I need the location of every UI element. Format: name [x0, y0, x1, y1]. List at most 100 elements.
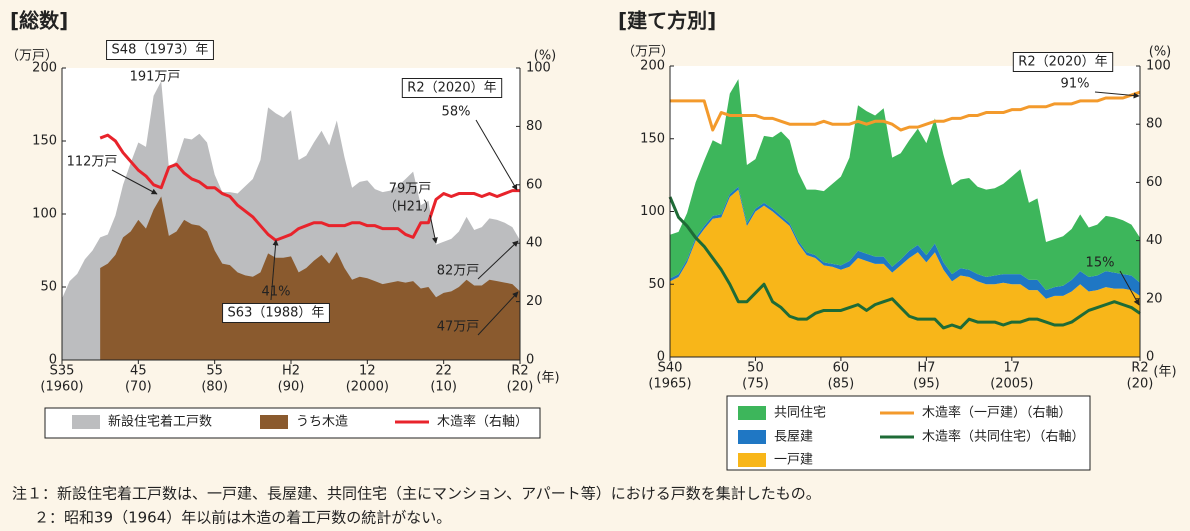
annotation-box [1012, 52, 1114, 72]
y2-tick-label: 100 [526, 61, 551, 76]
legend-label: うち木造 [296, 415, 348, 430]
annotation-box [222, 303, 330, 323]
annotation-arrow [1119, 270, 1140, 306]
annotation: 82万戸 [437, 264, 480, 279]
annotation: 112万戸 [67, 155, 118, 170]
y-axis-unit: （万戸） [622, 45, 674, 60]
y2-tick-label: 40 [526, 236, 543, 251]
x-tick-label: H7 [917, 361, 935, 376]
y-tick-label: 100 [640, 204, 665, 219]
y2-tick-label: 20 [526, 294, 543, 309]
legend-label: 木造率（共同住宅）（右軸） [922, 429, 1085, 445]
y2-tick-label: 100 [1146, 59, 1171, 74]
y-axis-unit: （万戸） [6, 49, 58, 64]
annotation-arrow [111, 169, 158, 195]
area [670, 186, 1140, 299]
annotation-arrow [475, 119, 518, 191]
annotation-box [401, 78, 503, 98]
annotation-box [106, 40, 214, 60]
x-tick-label: S35 [50, 364, 75, 379]
legend-label: 新設住宅着工戸数 [108, 414, 212, 430]
x-tick-label: R2 [511, 364, 528, 379]
legend-swatch [738, 453, 766, 467]
annotation: （H21） [384, 200, 436, 215]
annotation: 58% [442, 105, 471, 120]
y-tick-label: 50 [648, 277, 665, 292]
x-axis-unit: (年) [1153, 365, 1176, 380]
area [100, 196, 521, 360]
x-tick-label: H2 [282, 364, 300, 379]
x-tick-label: 12 [359, 364, 376, 379]
x-tick-sublabel: (70) [125, 380, 152, 395]
x-tick-sublabel: (1960) [40, 380, 83, 395]
annotation: S63（1988）年 [228, 306, 325, 321]
legend-box [726, 395, 1091, 471]
y2-tick-label: 60 [526, 177, 543, 192]
annotation: 79万戸 [389, 182, 432, 197]
annotation: 41% [262, 285, 291, 300]
x-tick-label: 22 [435, 364, 452, 379]
legend-label: 一戸建 [774, 453, 813, 468]
annotation-arrow [477, 291, 519, 336]
y-tick-label: 200 [32, 61, 57, 76]
annotation-arrow [1094, 91, 1140, 99]
y2-tick-label: 0 [526, 353, 534, 368]
x-tick-label: 55 [206, 364, 223, 379]
line [99, 133, 520, 242]
y2-tick-label: 40 [1146, 233, 1163, 248]
legend-swatch [738, 430, 766, 444]
legend-label: 共同住宅 [774, 406, 826, 421]
y-tick-label: 50 [40, 280, 57, 295]
x-tick-sublabel: (2005) [990, 377, 1033, 392]
y-tick-label: 100 [32, 207, 57, 222]
y-tick-label: 0 [49, 353, 57, 368]
x-tick-sublabel: (95) [913, 377, 940, 392]
annotation: S48（1973）年 [112, 43, 209, 58]
x-tick-sublabel: (20) [507, 380, 534, 395]
x-axis-unit: (年) [536, 371, 559, 386]
y-tick-label: 150 [32, 134, 57, 149]
y-tick-label: 150 [640, 131, 665, 146]
legend-box [44, 407, 541, 439]
annotation-arrow [477, 240, 519, 280]
chart-title: [建て方別] [618, 9, 716, 33]
legend-label: 木造率（一戸建）（右軸） [922, 405, 1072, 421]
note: ２：昭和39（1964）年以前は木造の着工戸数の統計がない。 [34, 509, 451, 527]
y2-axis-unit: (%) [534, 49, 557, 64]
x-tick-label: 50 [747, 361, 764, 376]
legend-label: 木造率（右軸） [437, 414, 528, 430]
annotation-arrow [429, 214, 438, 244]
annotation-arrow [270, 239, 279, 301]
x-tick-label: S40 [658, 361, 683, 376]
annotation: 91% [1061, 77, 1090, 92]
y2-tick-label: 80 [526, 119, 543, 134]
legend-swatch [260, 415, 288, 429]
annotation: R2（2020）年 [407, 81, 496, 96]
x-tick-sublabel: (10) [430, 380, 457, 395]
x-tick-label: 17 [1004, 361, 1021, 376]
y2-tick-label: 60 [1146, 175, 1163, 190]
annotation: 191万戸 [130, 70, 181, 85]
annotation: 47万戸 [437, 320, 480, 335]
x-tick-label: R2 [1131, 361, 1148, 376]
chart-title: [総数] [10, 9, 68, 33]
x-tick-sublabel: (2000) [346, 380, 389, 395]
y2-tick-label: 0 [1146, 350, 1154, 365]
x-tick-sublabel: (75) [742, 377, 769, 392]
x-tick-sublabel: (1965) [648, 377, 691, 392]
line [668, 196, 1141, 330]
y2-tick-label: 80 [1146, 117, 1163, 132]
y2-tick-label: 20 [1146, 291, 1163, 306]
x-tick-label: 60 [833, 361, 850, 376]
x-tick-sublabel: (90) [278, 380, 305, 395]
annotation: R2（2020）年 [1018, 55, 1107, 70]
annotation: 15% [1086, 256, 1115, 271]
y-tick-label: 200 [640, 59, 665, 74]
y-tick-label: 0 [657, 350, 665, 365]
note: 注１：新設住宅着工戸数は、一戸建、長屋建、共同住宅（主にマンション、アパート等）… [12, 485, 821, 503]
legend-swatch [72, 415, 100, 429]
x-tick-sublabel: (85) [828, 377, 855, 392]
line [670, 90, 1141, 132]
x-tick-sublabel: (20) [1127, 377, 1154, 392]
